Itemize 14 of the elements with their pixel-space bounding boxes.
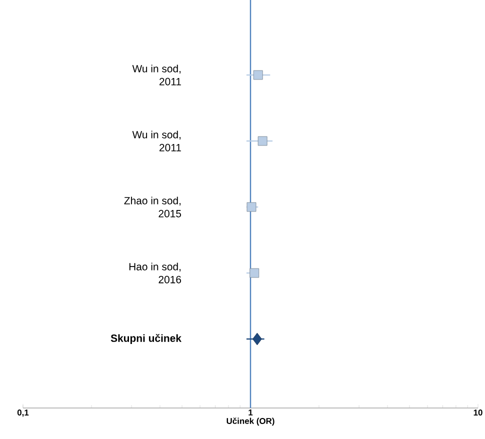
y-tick-label: Wu in sod, 2011 — [132, 64, 181, 86]
x-tick-label: 10 — [474, 410, 482, 416]
y-tick-label: Wu in sod, 2011 — [132, 130, 181, 152]
point — [252, 332, 262, 346]
x-axis-title: Učinek (OR) — [226, 418, 274, 426]
x-tick-label: 1 — [248, 410, 253, 416]
point — [246, 202, 256, 212]
point — [258, 136, 268, 146]
y-tick-label: Hao in sod, 2016 — [129, 262, 182, 284]
y-tick-label: Zhao in sod, 2015 — [124, 196, 182, 218]
point — [250, 268, 260, 278]
point — [253, 70, 263, 80]
x-tick-label: 0,1 — [17, 410, 29, 417]
y-tick-label: Skupni učinek — [110, 334, 182, 344]
